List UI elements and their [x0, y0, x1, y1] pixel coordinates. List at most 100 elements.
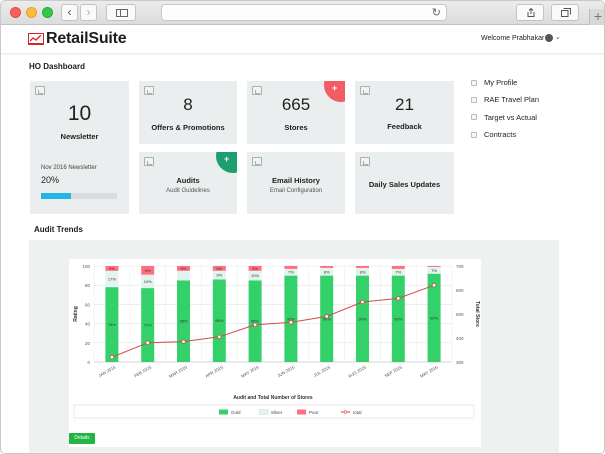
bar-data-label: 90%	[323, 316, 331, 321]
bar-silver	[212, 270, 226, 280]
newsletter-percent: 20%	[41, 175, 60, 185]
tile-stores[interactable]: + 665 Stores	[247, 81, 345, 144]
chart-logo-icon	[28, 33, 44, 45]
add-store-button[interactable]: +	[324, 81, 345, 102]
offers-label: Offers & Promotions	[151, 123, 225, 132]
bar-poor	[105, 266, 119, 271]
bar-gold	[212, 279, 226, 362]
line-point	[396, 296, 401, 301]
tile-audits[interactable]: + Audits Audit Guidelines	[139, 152, 237, 214]
brand-logo[interactable]: RetailSuite	[28, 28, 127, 50]
x-tick-label: JUL 2015	[313, 364, 332, 378]
bar-gold	[248, 280, 262, 362]
legend-swatch	[219, 409, 228, 415]
side-link-rae-travel-plan[interactable]: RAE Travel Plan	[471, 91, 539, 108]
tile-offers[interactable]: 8 Offers & Promotions	[139, 81, 237, 144]
bar-poor	[248, 266, 262, 271]
bar-poor	[177, 266, 190, 271]
image-icon	[144, 157, 154, 166]
bar-silver	[284, 268, 298, 276]
bar-poor	[212, 266, 226, 271]
sidebar-toggle-button[interactable]	[106, 4, 136, 21]
bar-gold	[356, 275, 369, 362]
newsletter-label: Newsletter	[60, 132, 99, 141]
bar-data-label: 8%	[360, 269, 366, 274]
y2-axis-title: Total Store	[474, 301, 480, 327]
y-axis-title: Rating	[73, 306, 79, 322]
y-tick-label: 20	[85, 341, 91, 346]
user-avatar-icon[interactable]	[545, 34, 553, 42]
show-tabs-button[interactable]	[551, 4, 579, 21]
feedback-count: 21	[395, 95, 414, 114]
bar-data-label: 7%	[431, 268, 437, 273]
side-link-target-vs-actual[interactable]: Target vs Actual	[471, 109, 539, 126]
back-button[interactable]: ‹	[61, 4, 78, 21]
bar-data-label: 77%	[144, 323, 152, 328]
x-tick-label: APR 2015	[204, 364, 224, 378]
bar-data-label: 90%	[287, 316, 295, 321]
tile-email-history[interactable]: Email History Email Configuration	[247, 152, 345, 214]
y-tick-label: 100	[82, 264, 90, 269]
line-point	[217, 334, 222, 339]
checkbox-icon[interactable]	[471, 131, 477, 138]
bar-data-label: 10%	[251, 273, 259, 278]
audit-guidelines-link[interactable]: Audit Guidelines	[166, 188, 210, 194]
minimize-window-button[interactable]	[26, 7, 37, 18]
chevron-down-icon[interactable]: ⌄	[555, 34, 561, 41]
legend-label: Poor	[309, 410, 319, 415]
chevron-right-icon: ›	[86, 5, 91, 19]
side-link-label: Target vs Actual	[484, 112, 537, 122]
plus-icon: +	[224, 154, 230, 164]
bar-data-label: 8%	[324, 269, 330, 274]
side-link-contracts[interactable]: Contracts	[471, 126, 539, 143]
newsletter-count: 10	[67, 102, 92, 125]
stores-label: Stores	[284, 123, 308, 132]
app-header: RetailSuite Welcome Prabhakar ⌄	[1, 25, 604, 53]
checkbox-icon[interactable]	[471, 79, 477, 86]
legend-box	[73, 404, 475, 419]
bar-data-label: 17%	[108, 276, 116, 281]
bar-silver	[248, 270, 262, 281]
tile-feedback[interactable]: 21 Feedback	[355, 81, 454, 144]
reload-icon[interactable]: ↻	[431, 7, 441, 19]
y2-tick-label: 700	[456, 264, 464, 269]
email-configuration-link[interactable]: Email Configuration	[269, 188, 323, 194]
add-audit-button[interactable]: +	[216, 152, 237, 173]
bar-data-label: 5%	[252, 266, 258, 271]
checkbox-icon[interactable]	[471, 114, 477, 121]
legend-label: Silver	[271, 410, 283, 415]
bar-gold	[284, 275, 298, 362]
section-title: Audit Trends	[34, 225, 83, 234]
line-point	[431, 283, 437, 288]
side-link-my-profile[interactable]: My Profile	[471, 74, 539, 91]
line-point	[324, 314, 329, 319]
new-tab-button[interactable]: +	[589, 9, 604, 25]
tile-daily-sales[interactable]: Daily Sales Updates	[355, 152, 454, 214]
email-history-label: Email History	[272, 176, 320, 185]
details-button[interactable]: Details	[69, 433, 95, 444]
close-window-button[interactable]	[10, 7, 21, 18]
address-bar[interactable]: ↻	[161, 4, 447, 21]
side-link-label: RAE Travel Plan	[484, 95, 540, 105]
bar-poor	[427, 266, 441, 267]
offers-count: 8	[183, 95, 193, 114]
tile-newsletter[interactable]: 10 Newsletter Nov 2016 Newsletter 20%	[30, 81, 129, 214]
forward-button[interactable]: ›	[80, 4, 97, 21]
bar-silver	[427, 266, 441, 274]
newsletter-note: Nov 2016 Newsletter	[41, 165, 97, 171]
bar-gold	[141, 288, 155, 362]
image-icon	[360, 157, 370, 166]
side-links: My Profile RAE Travel Plan Target vs Act…	[471, 74, 539, 143]
bar-poor	[141, 266, 155, 275]
bar-data-label: 7%	[288, 270, 294, 275]
share-button[interactable]	[516, 4, 544, 21]
zoom-window-button[interactable]	[42, 7, 53, 18]
bar-data-label: 14%	[144, 279, 152, 284]
legend-swatch-point	[343, 410, 348, 414]
y-tick-label: 60	[85, 302, 91, 307]
image-icon	[144, 86, 154, 95]
checkbox-icon[interactable]	[471, 96, 477, 103]
bar-data-label: 86%	[215, 318, 223, 323]
chart-title: Audit and Total Number of Stores	[233, 395, 313, 401]
welcome-text: Welcome Prabhakar	[481, 35, 545, 42]
